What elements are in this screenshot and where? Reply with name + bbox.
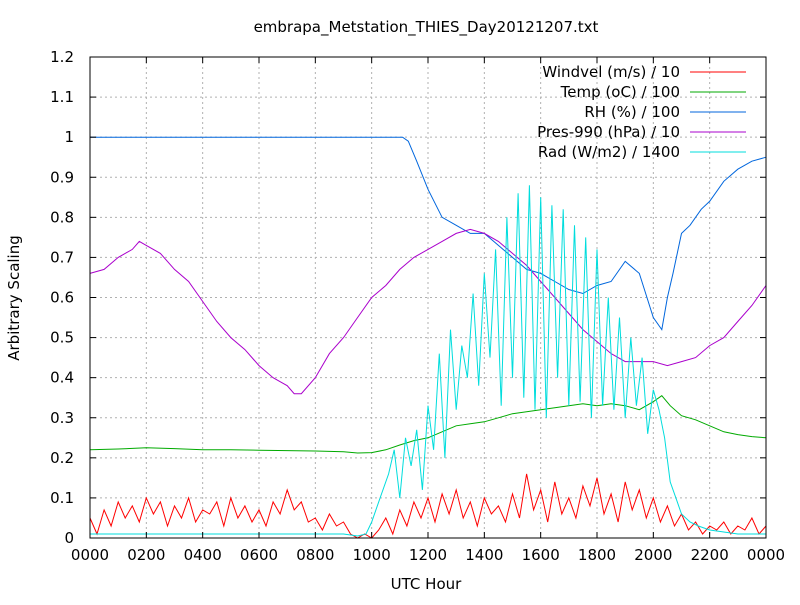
x-tick-label: 0000 [71,546,109,564]
x-tick-label: 0400 [184,546,222,564]
y-tick-label: 0.3 [50,409,74,427]
x-tick-label: 1000 [353,546,391,564]
x-tick-label: 0000 [747,546,785,564]
x-tick-label: 2200 [691,546,729,564]
x-tick-label: 1600 [522,546,560,564]
x-axis-title: UTC Hour [391,575,462,593]
y-tick-label: 0 [64,529,74,547]
y-tick-label: 1 [64,128,74,146]
y-tick-label: 0.1 [50,489,74,507]
legend-label-4: Rad (W/m2) / 1400 [538,143,680,161]
y-tick-label: 0.6 [50,289,74,307]
ticks-layer: 0000 0200 0400 0600 0800 1000 1200 1400 1600 1800… [50,48,785,564]
x-tick-label: 0600 [240,546,278,564]
legend-label-0: Windvel (m/s) / 10 [542,63,680,81]
series-line-1 [89,395,767,454]
x-tick-label: 1200 [409,546,447,564]
y-tick-label: 1.2 [50,48,74,66]
y-tick-label: 0.5 [50,329,74,347]
series-line-0 [89,473,767,539]
chart-title: embrapa_Metstation_THIES_Day20121207.txt [254,18,599,37]
y-axis-title: Arbitrary Scaling [5,235,23,361]
x-tick-label: 1400 [465,546,503,564]
legend: Windvel (m/s) / 10 Temp (oC) / 100 RH (%) … [537,63,746,161]
y-tick-label: 0.4 [50,369,74,387]
series-line-4 [90,185,766,537]
x-tick-label: 0200 [127,546,165,564]
legend-label-3: Pres-990 (hPa) / 10 [537,123,680,141]
y-tick-label: 0.9 [50,168,74,186]
legend-label-1: Temp (oC) / 100 [560,83,680,101]
series-line-2 [90,136,767,331]
x-tick-label: 0800 [296,546,334,564]
y-tick-label: 0.8 [50,208,74,226]
legend-label-2: RH (%) / 100 [584,103,680,121]
y-tick-label: 0.7 [50,248,74,266]
x-tick-label: 2000 [634,546,672,564]
y-tick-label: 0.2 [50,449,74,467]
x-tick-label: 1800 [578,546,616,564]
y-tick-label: 1.1 [50,88,74,106]
series-layer [89,136,767,539]
series-line-3 [89,228,767,395]
